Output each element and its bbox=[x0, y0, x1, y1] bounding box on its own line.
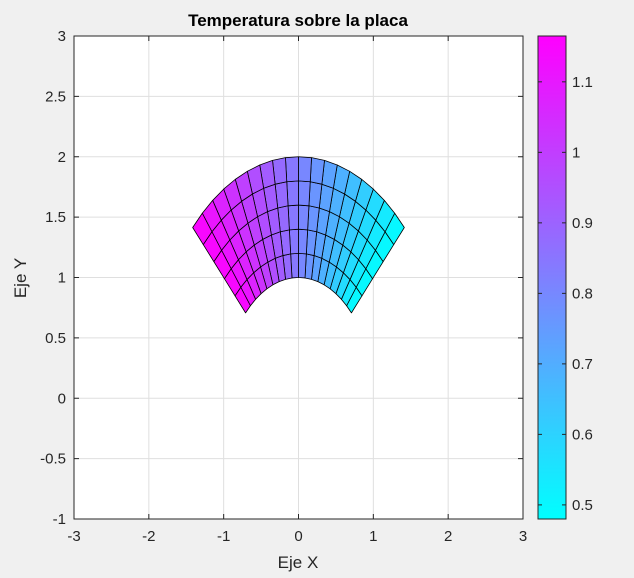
surface-cell bbox=[298, 156, 312, 183]
axis-ticks: -3 -2 -1 0 1 2 3 -1 -0.5 0 0.5 1 1.5 2 2.5 3 bbox=[40, 28, 527, 545]
x-tick-label: 2 bbox=[444, 528, 452, 545]
y-tick-label: -0.5 bbox=[40, 451, 66, 468]
x-tick-label: -1 bbox=[217, 528, 230, 545]
colorbar-tick-label: 0.7 bbox=[572, 356, 593, 373]
y-tick-label: 1.5 bbox=[45, 209, 66, 226]
x-tick-label: -3 bbox=[67, 528, 80, 545]
colorbar-tick-label: 0.5 bbox=[572, 497, 593, 514]
colorbar-tick-label: 0.6 bbox=[572, 426, 593, 443]
y-tick-label: 2.5 bbox=[45, 88, 66, 105]
colorbar-tick-label: 1.1 bbox=[572, 74, 593, 91]
surface-cell bbox=[308, 181, 323, 209]
colorbar-ticks: 0.5 0.6 0.7 0.8 0.9 1 1.1 bbox=[538, 74, 593, 514]
y-tick-label: 2 bbox=[58, 149, 66, 166]
y-tick-label: 0 bbox=[58, 390, 66, 407]
surface-cell bbox=[286, 180, 299, 207]
surface-cell bbox=[192, 212, 213, 245]
colorbar-tick-label: 0.9 bbox=[572, 215, 593, 232]
x-tick-label: -2 bbox=[142, 528, 155, 545]
chart-title: Temperatura sobre la placa bbox=[188, 11, 408, 30]
surface-cell bbox=[298, 180, 311, 207]
y-axis-label: Eje Y bbox=[11, 258, 30, 298]
surface-cell bbox=[298, 204, 310, 231]
surface-cell bbox=[298, 252, 307, 279]
surface-cell bbox=[309, 157, 325, 185]
surface-cell bbox=[285, 156, 299, 183]
y-tick-label: 1 bbox=[58, 270, 66, 287]
colorbar-tick-label: 1 bbox=[572, 144, 580, 161]
colorbar-tick-label: 0.8 bbox=[572, 285, 593, 302]
x-tick-label: 3 bbox=[519, 528, 527, 545]
x-tick-label: 0 bbox=[294, 528, 302, 545]
y-tick-label: 0.5 bbox=[45, 330, 66, 347]
temperature-surface bbox=[192, 156, 405, 314]
x-axis-label: Eje X bbox=[278, 553, 319, 572]
colorbar bbox=[537, 35, 567, 520]
y-tick-label: 3 bbox=[58, 28, 66, 45]
surface-cell bbox=[298, 228, 309, 255]
y-tick-label: -1 bbox=[53, 511, 66, 528]
surface-cell bbox=[287, 204, 299, 231]
x-tick-label: 1 bbox=[369, 528, 377, 545]
